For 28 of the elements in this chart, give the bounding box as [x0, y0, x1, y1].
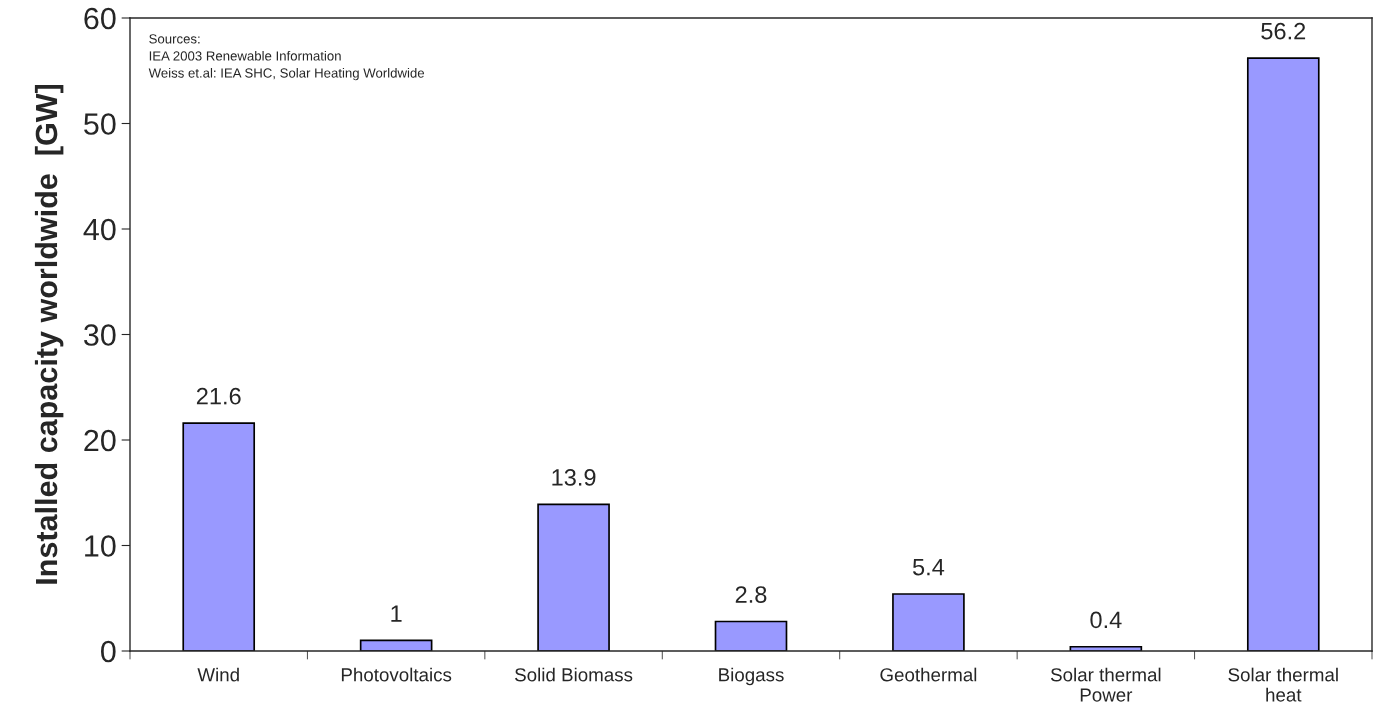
x-tick-label: Solar thermal Power: [1050, 667, 1161, 702]
data-label: 21.6: [196, 387, 241, 405]
x-tick-label: Solar thermal heat: [1228, 667, 1338, 702]
data-label: 0.4: [1090, 611, 1122, 629]
bar: [892, 593, 965, 651]
annotation: Sources: IEA 2003 Renewable Information Weiss et.al: IEA SHC, Solar Heating Worldwide: [148, 34, 425, 81]
y-tick-label: 20: [84, 429, 116, 452]
y-tick-label: 30: [83, 324, 116, 346]
x-tick-label: Solid Biomass: [515, 667, 633, 682]
bar: [182, 422, 256, 651]
bar: [714, 620, 788, 651]
data-label: 1: [391, 605, 402, 622]
y-tick-label: 10: [85, 535, 116, 557]
x-tick-label: Geothermal: [880, 667, 977, 682]
y-tick-label: 40: [83, 218, 116, 241]
x-tick-label: Biogass: [719, 667, 784, 686]
y-tick-label: 0: [101, 640, 116, 663]
data-label: 2.8: [735, 586, 767, 603]
y-axis-title: Installed capacity worldwide [GW]: [34, 84, 64, 584]
x-tick-label: Photovoltaics: [341, 667, 452, 682]
y-tick-label: 50: [84, 113, 116, 135]
y-tick-label: 60: [84, 7, 116, 30]
bar: [1246, 57, 1320, 651]
data-label: 56.2: [1261, 22, 1306, 40]
x-tick-label: Wind: [197, 667, 239, 682]
data-label: 5.4: [912, 559, 945, 576]
bar: [537, 503, 610, 651]
data-label: 13.9: [552, 469, 596, 486]
